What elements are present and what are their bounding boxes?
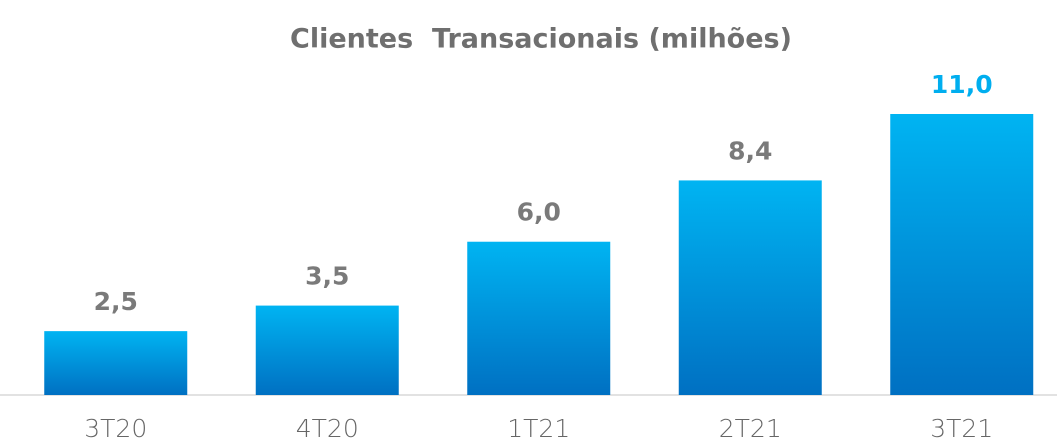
value-label: 11,0 (931, 70, 993, 99)
value-label: 2,5 (94, 287, 138, 316)
bar (890, 114, 1034, 395)
value-label: 3,5 (305, 262, 349, 291)
chart-title: Clientes Transacionais (milhões) (290, 24, 792, 55)
bar (255, 305, 399, 395)
x-tick-label: 1T21 (507, 414, 570, 443)
x-tick-label: 2T21 (719, 414, 782, 443)
value-label: 6,0 (517, 198, 561, 227)
bar (678, 180, 822, 395)
x-tick-label: 3T21 (930, 414, 993, 443)
x-tick-label: 4T20 (296, 414, 359, 443)
bar (44, 331, 188, 395)
x-tick-label: 3T20 (84, 414, 147, 443)
value-label: 8,4 (728, 136, 772, 165)
bar (467, 241, 611, 395)
